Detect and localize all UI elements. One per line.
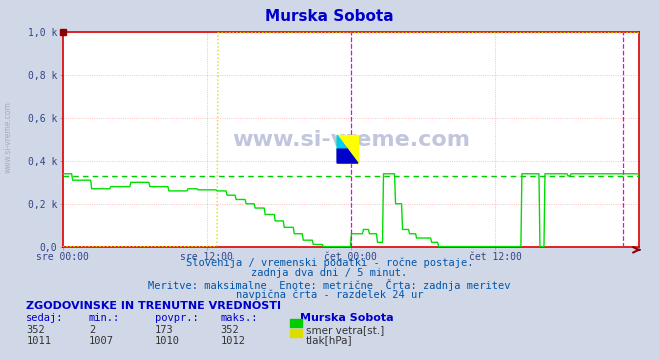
Text: www.si-vreme.com: www.si-vreme.com xyxy=(232,130,470,149)
Text: zadnja dva dni / 5 minut.: zadnja dva dni / 5 minut. xyxy=(251,268,408,278)
Text: min.:: min.: xyxy=(89,313,120,323)
Text: 1007: 1007 xyxy=(89,336,114,346)
Text: sedaj:: sedaj: xyxy=(26,313,64,323)
Text: 1012: 1012 xyxy=(221,336,246,346)
Text: Murska Sobota: Murska Sobota xyxy=(300,313,393,323)
Text: tlak[hPa]: tlak[hPa] xyxy=(306,336,353,346)
Text: 173: 173 xyxy=(155,325,173,335)
Text: Meritve: maksimalne  Enote: metrične  Črta: zadnja meritev: Meritve: maksimalne Enote: metrične Črta… xyxy=(148,279,511,291)
Text: www.si-vreme.com: www.si-vreme.com xyxy=(3,101,13,173)
Text: 2: 2 xyxy=(89,325,95,335)
Polygon shape xyxy=(337,135,347,149)
Text: 1010: 1010 xyxy=(155,336,180,346)
Bar xyxy=(337,135,358,163)
Text: povpr.:: povpr.: xyxy=(155,313,198,323)
Text: maks.:: maks.: xyxy=(221,313,258,323)
Text: navpična črta - razdelek 24 ur: navpična črta - razdelek 24 ur xyxy=(236,289,423,300)
Text: 1011: 1011 xyxy=(26,336,51,346)
Polygon shape xyxy=(337,149,358,163)
Text: ZGODOVINSKE IN TRENUTNE VREDNOSTI: ZGODOVINSKE IN TRENUTNE VREDNOSTI xyxy=(26,301,281,311)
Text: Slovenija / vremenski podatki - ročne postaje.: Slovenija / vremenski podatki - ročne po… xyxy=(186,257,473,268)
Text: 352: 352 xyxy=(26,325,45,335)
Text: 352: 352 xyxy=(221,325,239,335)
Text: smer vetra[st.]: smer vetra[st.] xyxy=(306,325,384,335)
Text: Murska Sobota: Murska Sobota xyxy=(265,9,394,24)
